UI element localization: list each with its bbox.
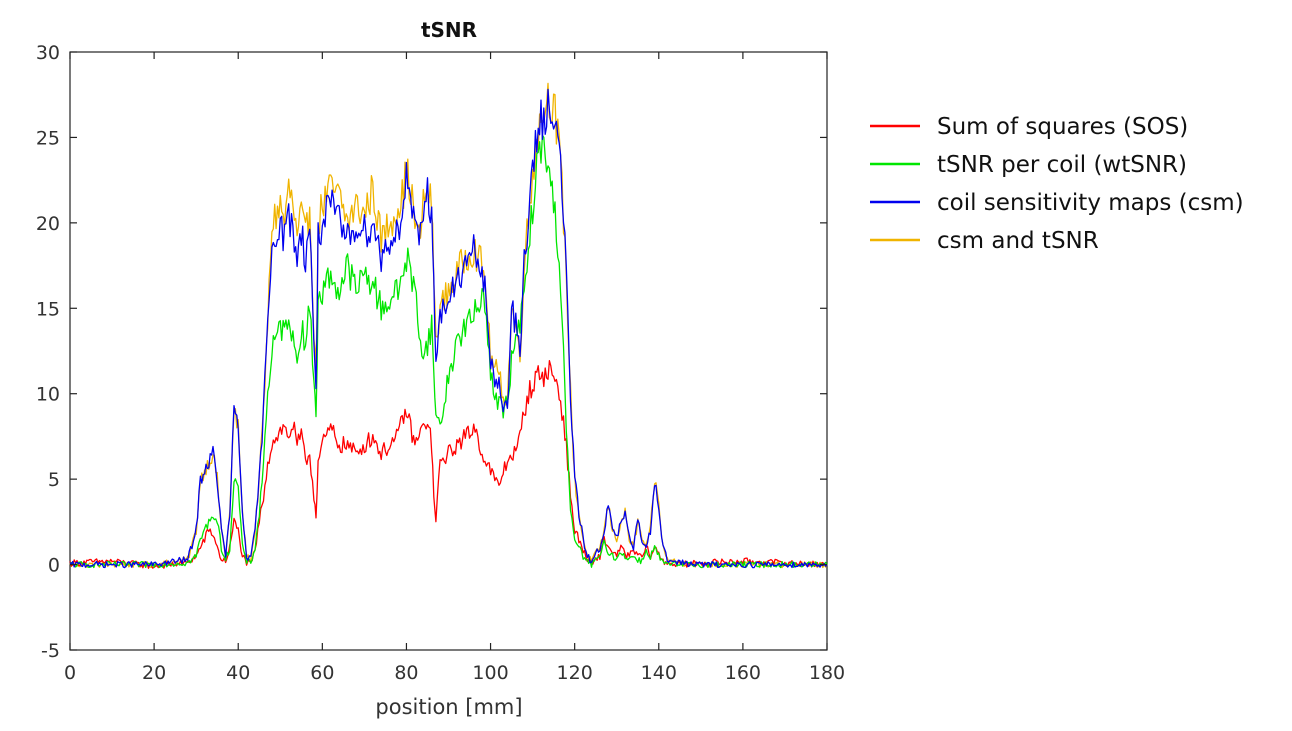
legend-label: Sum of squares (SOS) [937, 114, 1188, 140]
y-tick-label: 15 [36, 298, 60, 320]
series-line-tsnr-per-coil-wtsnr [69, 134, 828, 569]
legend-label: csm and tSNR [937, 228, 1099, 254]
x-tick-label: 20 [142, 662, 166, 684]
legend-item: tSNR per coil (wtSNR) [870, 152, 1187, 178]
x-tick-label: 60 [310, 662, 334, 684]
y-tick-label: 20 [36, 213, 60, 235]
x-tick-label: 160 [725, 662, 761, 684]
chart-title: tSNR [421, 18, 477, 42]
legend-item: csm and tSNR [870, 228, 1099, 254]
legend-item: coil sensitivity maps (csm) [870, 190, 1244, 216]
plot-frame [69, 51, 828, 651]
y-tick-label: 10 [36, 384, 60, 406]
y-tick-label: 25 [36, 127, 60, 149]
legend: Sum of squares (SOS) tSNR per coil (wtSNR… [870, 114, 1244, 254]
y-tick-label: 30 [36, 42, 60, 64]
series-layer [69, 82, 828, 569]
series-line-coil-sensitivity-maps-csm [69, 88, 828, 569]
legend-item: Sum of squares (SOS) [870, 114, 1188, 140]
x-axis-label: position [mm] [375, 695, 522, 719]
x-tick-label: 100 [472, 662, 508, 684]
legend-label: tSNR per coil (wtSNR) [937, 152, 1187, 178]
x-tick-label: 140 [641, 662, 677, 684]
y-tick-label: 0 [48, 555, 60, 577]
legend-label: coil sensitivity maps (csm) [937, 190, 1244, 216]
y-tick-label: 5 [48, 469, 60, 491]
x-tick-label: 180 [809, 662, 845, 684]
x-tick-label: 80 [394, 662, 418, 684]
x-tick-label: 0 [64, 662, 76, 684]
x-tick-label: 120 [557, 662, 593, 684]
y-tick-label: -5 [41, 640, 60, 662]
x-tick-label: 40 [226, 662, 250, 684]
